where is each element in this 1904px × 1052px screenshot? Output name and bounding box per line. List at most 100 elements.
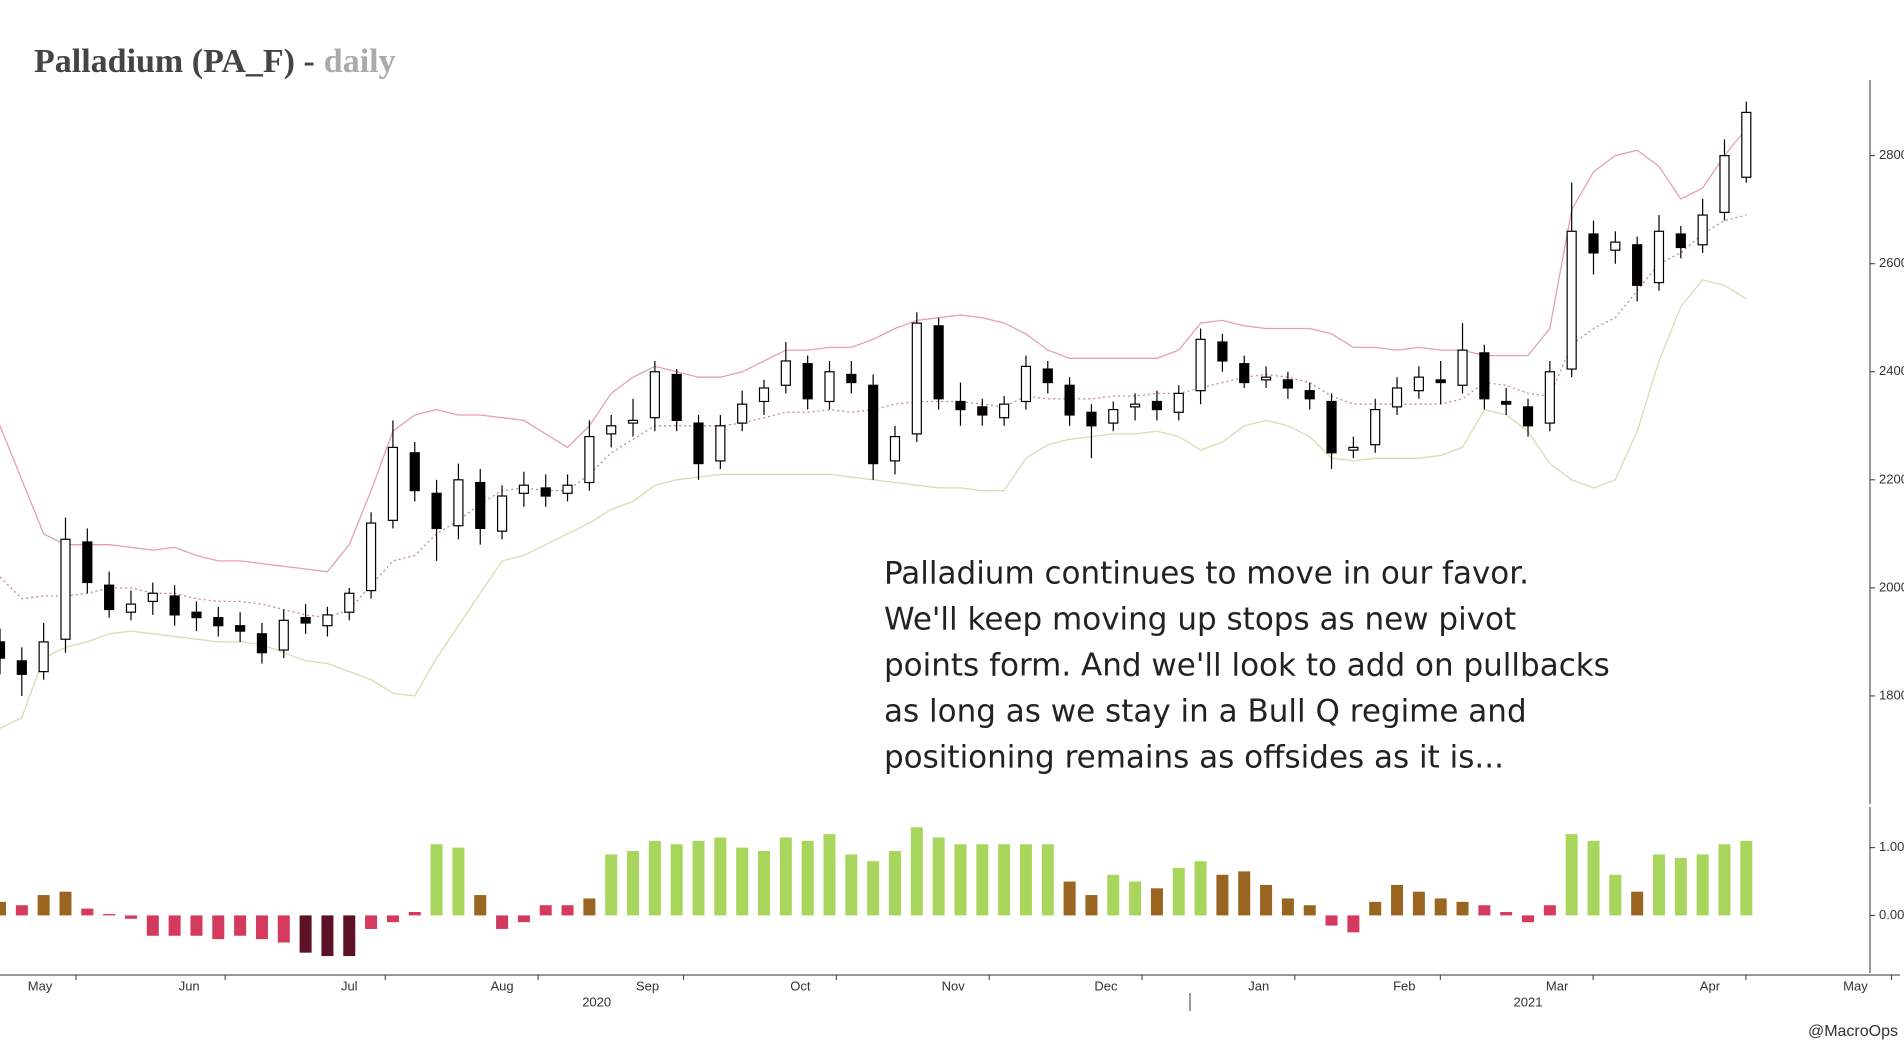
candle-body [1435, 379, 1446, 384]
histogram-bar [1303, 905, 1316, 916]
histogram-bar [1740, 840, 1753, 916]
candle-body [889, 435, 901, 462]
histogram-bar [408, 912, 421, 916]
annotation: positioning remains as offsides as it is… [884, 740, 1504, 776]
candle-body [1413, 376, 1424, 392]
histogram-bar [277, 915, 290, 943]
annotation: points form. And we'll look to add on pu… [884, 648, 1610, 684]
candle-body [627, 419, 639, 424]
histogram-bar [1260, 884, 1273, 916]
y-tick-label: 1800 [1879, 687, 1904, 702]
histogram-bar [932, 837, 945, 916]
subtitle: daily [324, 43, 396, 80]
histogram-bar [627, 851, 640, 916]
histogram-bar [1019, 844, 1032, 916]
x-tick-label: Jun [179, 978, 200, 993]
candle-body [1282, 379, 1293, 389]
candle-body [1741, 111, 1752, 178]
histogram-bar [15, 905, 28, 916]
histogram-bar [561, 905, 574, 916]
histogram-bar [430, 844, 443, 916]
candle-body [1653, 230, 1665, 284]
x-tick-label: Aug [490, 978, 513, 993]
histogram-bar [1085, 895, 1098, 916]
candle-body [38, 641, 49, 673]
candle-body [1566, 230, 1577, 370]
candle-body [1544, 371, 1555, 424]
histogram-bar [1347, 915, 1360, 933]
candle-body [977, 406, 988, 416]
x-tick-label: Apr [1700, 978, 1721, 993]
y-tick-label: 0.00 [1879, 907, 1904, 922]
histogram-bar [1412, 891, 1425, 916]
candle-body [169, 595, 180, 616]
candle-body [955, 400, 966, 411]
candle-body [911, 322, 922, 435]
candle-body [344, 592, 355, 613]
candle-body [540, 487, 551, 497]
histogram-bar [867, 861, 880, 916]
histogram-bar [1456, 901, 1469, 916]
chart-title: Palladium (PA_F) - daily [34, 43, 396, 80]
histogram-bar [1652, 854, 1665, 916]
title: Palladium (PA_F) - [34, 43, 315, 80]
histogram-bar [299, 915, 312, 953]
histogram-bar [1522, 915, 1535, 923]
histogram-bar [1194, 861, 1207, 916]
candle-body [1719, 155, 1730, 213]
histogram-bar [1172, 867, 1185, 916]
histogram-bar [1718, 844, 1731, 916]
histogram-bar [976, 844, 989, 916]
histogram-bar [496, 915, 509, 929]
candle-body [1108, 408, 1119, 424]
band-line [0, 128, 1747, 573]
candle-body [606, 425, 617, 435]
histogram-bar [1674, 857, 1687, 916]
histogram-bar [1391, 884, 1404, 916]
candle-body [0, 641, 6, 659]
candle-body [1457, 349, 1468, 386]
histogram-bar [321, 915, 334, 957]
candle-body [104, 584, 115, 611]
x-tick-label: May [1843, 978, 1868, 993]
histogram-bar [1631, 891, 1644, 916]
histogram-bar [583, 898, 596, 916]
candle-body [1195, 338, 1206, 392]
histogram-bar [1325, 915, 1338, 926]
histogram-bar [365, 915, 378, 929]
candle-body [387, 446, 399, 521]
histogram-bar [845, 854, 858, 916]
histogram-bar [1434, 898, 1447, 916]
x-tick-label: Nov [942, 978, 966, 993]
candle-body [562, 484, 573, 494]
x-tick-label: Dec [1094, 978, 1118, 993]
y-tick-label: 1.00 [1879, 839, 1904, 854]
histogram-bar [823, 834, 836, 916]
candle-body [824, 371, 835, 403]
histogram-bar [452, 847, 465, 916]
candle-body [868, 384, 879, 465]
candle-body [737, 403, 748, 424]
candle-body [1501, 400, 1512, 405]
candle-body [1260, 376, 1272, 381]
candle-body [475, 481, 486, 530]
histogram-bar [1041, 844, 1054, 916]
candle-body [671, 373, 682, 421]
histogram-bar [670, 844, 683, 916]
histogram-bar [605, 854, 618, 916]
histogram-bar [1216, 874, 1229, 916]
candle-body [322, 614, 333, 627]
histogram-bar [343, 915, 356, 957]
histogram-bar [1129, 881, 1142, 916]
candle-body [1697, 214, 1708, 246]
candle-body [213, 616, 224, 627]
histogram-bar [1107, 874, 1120, 916]
candle-body [1173, 392, 1184, 413]
histogram-bar [386, 915, 399, 923]
histogram-bar [37, 895, 50, 916]
year-label: 2021 [1514, 994, 1543, 1009]
histogram-bar [1696, 854, 1709, 916]
histogram-bar [692, 840, 705, 916]
